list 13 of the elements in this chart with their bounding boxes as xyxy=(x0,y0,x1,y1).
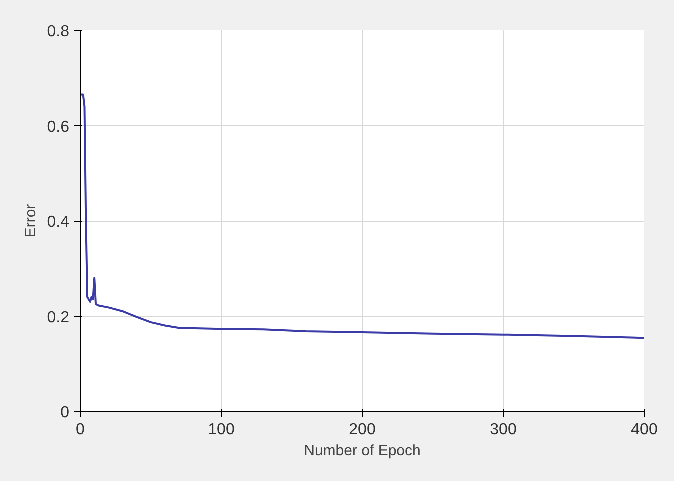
x-axis-title: Number of Epoch xyxy=(304,442,421,460)
x-tick-label: 400 xyxy=(631,422,658,438)
y-tick-label: 0.2 xyxy=(47,309,70,326)
y-tick-label: 0 xyxy=(60,404,70,422)
x-tick-label: 300 xyxy=(490,422,517,438)
y-axis-title: Error xyxy=(22,204,40,238)
x-tick-label: 0 xyxy=(76,422,86,438)
x-tick-label: 100 xyxy=(208,422,235,438)
y-tick-label: 0.6 xyxy=(47,118,70,136)
y-tick-label: 0.8 xyxy=(47,24,70,40)
line-series xyxy=(80,94,644,340)
x-tick-label: 200 xyxy=(349,422,376,438)
y-tick-label: 0.4 xyxy=(47,214,70,231)
